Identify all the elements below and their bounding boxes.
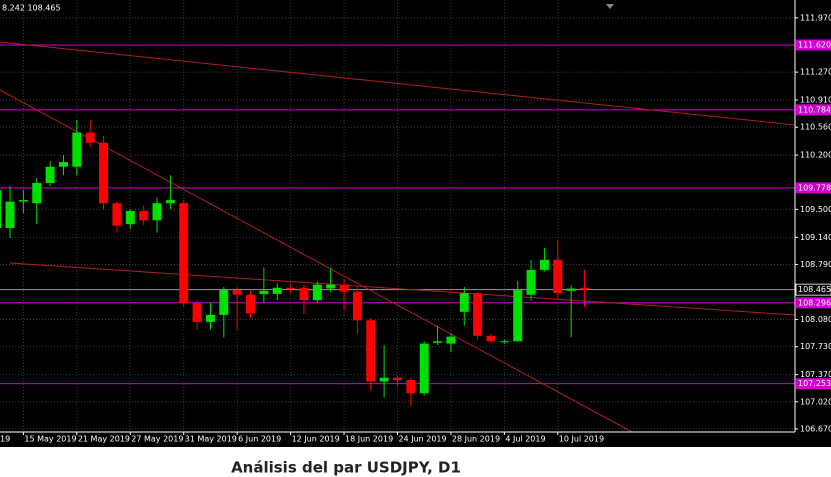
candle-body bbox=[539, 259, 549, 270]
x-tick-label: 24 Jun 2019 bbox=[398, 435, 446, 444]
x-tick-label: 18 Jun 2019 bbox=[345, 435, 393, 444]
last-price-tag bbox=[795, 283, 831, 296]
y-tick-label: 109.500 bbox=[800, 205, 831, 214]
x-tick-label: 19 bbox=[0, 435, 10, 444]
candle-body bbox=[406, 380, 416, 394]
y-tick-label: 107.730 bbox=[800, 342, 831, 351]
candle-body bbox=[352, 291, 362, 321]
caption: Análisis del par USDJPY, D1 bbox=[231, 459, 461, 477]
candle-body bbox=[125, 210, 135, 225]
y-tick-label: 107.370 bbox=[800, 370, 831, 379]
level-label: 108.296 bbox=[798, 298, 831, 307]
candle-body bbox=[326, 284, 336, 289]
candle-body bbox=[312, 284, 322, 301]
level-tag bbox=[796, 104, 831, 116]
trend-line bbox=[0, 41, 795, 126]
candle-body bbox=[192, 303, 202, 322]
y-tick-label: 111.970 bbox=[800, 13, 831, 22]
x-tick-label: 10 Jul 2019 bbox=[559, 435, 604, 444]
level-tag bbox=[796, 378, 831, 390]
candle-body bbox=[486, 335, 496, 342]
shift-marker bbox=[606, 4, 614, 9]
axes: 111.970 111.270 110.910 110.560 110.200 109.5… bbox=[0, 13, 831, 444]
candle-body bbox=[139, 210, 149, 221]
x-tick-label: 12 Jun 2019 bbox=[292, 435, 340, 444]
candle-body bbox=[246, 294, 256, 314]
candle-body bbox=[58, 162, 68, 167]
candle-body bbox=[45, 166, 55, 184]
candle-body bbox=[272, 287, 282, 294]
candle-body bbox=[419, 343, 429, 394]
level-tag bbox=[796, 297, 831, 309]
candle-body bbox=[513, 290, 523, 342]
candle-body bbox=[553, 259, 563, 294]
x-tick-label: 28 Jun 2019 bbox=[452, 435, 500, 444]
y-tick-label: 107.020 bbox=[800, 397, 831, 406]
candle-body bbox=[473, 293, 483, 336]
candle-body bbox=[259, 290, 269, 294]
grid bbox=[0, 0, 795, 432]
x-tick-label: 31 May 2019 bbox=[185, 435, 237, 444]
candle-body bbox=[286, 287, 296, 290]
x-tick-label: 27 May 2019 bbox=[131, 435, 183, 444]
x-tick-label: 4 Jul 2019 bbox=[505, 435, 545, 444]
candle-body bbox=[299, 287, 309, 301]
candle-body bbox=[366, 320, 376, 382]
candle-body bbox=[433, 341, 443, 343]
candle-body bbox=[179, 203, 189, 304]
level-tag bbox=[796, 39, 831, 51]
level-tag bbox=[796, 182, 831, 194]
candle-body bbox=[85, 132, 95, 143]
x-tick-label: 15 May 2019 bbox=[24, 435, 76, 444]
x-tick-label: 6 Jun 2019 bbox=[238, 435, 281, 444]
ohlc-readout: 8.242 108.465 bbox=[2, 4, 61, 13]
candle-body bbox=[379, 377, 389, 382]
candles bbox=[0, 120, 590, 406]
chart-background bbox=[0, 0, 831, 447]
y-tick-label: 110.200 bbox=[800, 151, 831, 160]
candle-body bbox=[0, 190, 2, 229]
candle-body bbox=[205, 314, 215, 322]
level-label: 110.784 bbox=[798, 105, 831, 114]
candle-body bbox=[580, 287, 590, 290]
candle-body bbox=[112, 203, 122, 226]
candle-body bbox=[32, 183, 42, 204]
y-tick-label: 108.790 bbox=[800, 260, 831, 269]
candle-body bbox=[152, 203, 162, 221]
candle-body bbox=[339, 284, 349, 292]
y-tick-label: 108.080 bbox=[800, 315, 831, 324]
candle-body bbox=[5, 201, 15, 229]
candle-body bbox=[566, 288, 576, 291]
last-price-label: 108.465 bbox=[798, 285, 831, 294]
y-tick-label: 110.560 bbox=[800, 123, 831, 132]
candle-body bbox=[526, 269, 536, 295]
level-label: 107.253 bbox=[798, 379, 831, 388]
candle-body bbox=[392, 377, 402, 381]
y-tick-label: 109.140 bbox=[800, 233, 831, 242]
x-tick-label: 21 May 2019 bbox=[78, 435, 130, 444]
candle-body bbox=[18, 200, 28, 202]
candle-body bbox=[99, 142, 109, 204]
candle-body bbox=[219, 290, 229, 315]
level-label: 111.620 bbox=[798, 40, 831, 49]
y-tick-label: 110.910 bbox=[800, 96, 831, 105]
trend-line bbox=[9, 262, 795, 316]
candle-body bbox=[459, 293, 469, 312]
candle-body bbox=[72, 132, 82, 167]
candle-body bbox=[499, 341, 509, 343]
candle-body bbox=[232, 290, 242, 295]
candle-body bbox=[165, 200, 175, 204]
candle-body bbox=[446, 336, 456, 344]
y-tick-label: 106.670 bbox=[800, 424, 831, 433]
level-label: 109.778 bbox=[798, 183, 831, 192]
y-tick-label: 111.270 bbox=[800, 68, 831, 77]
levels bbox=[0, 44, 795, 385]
